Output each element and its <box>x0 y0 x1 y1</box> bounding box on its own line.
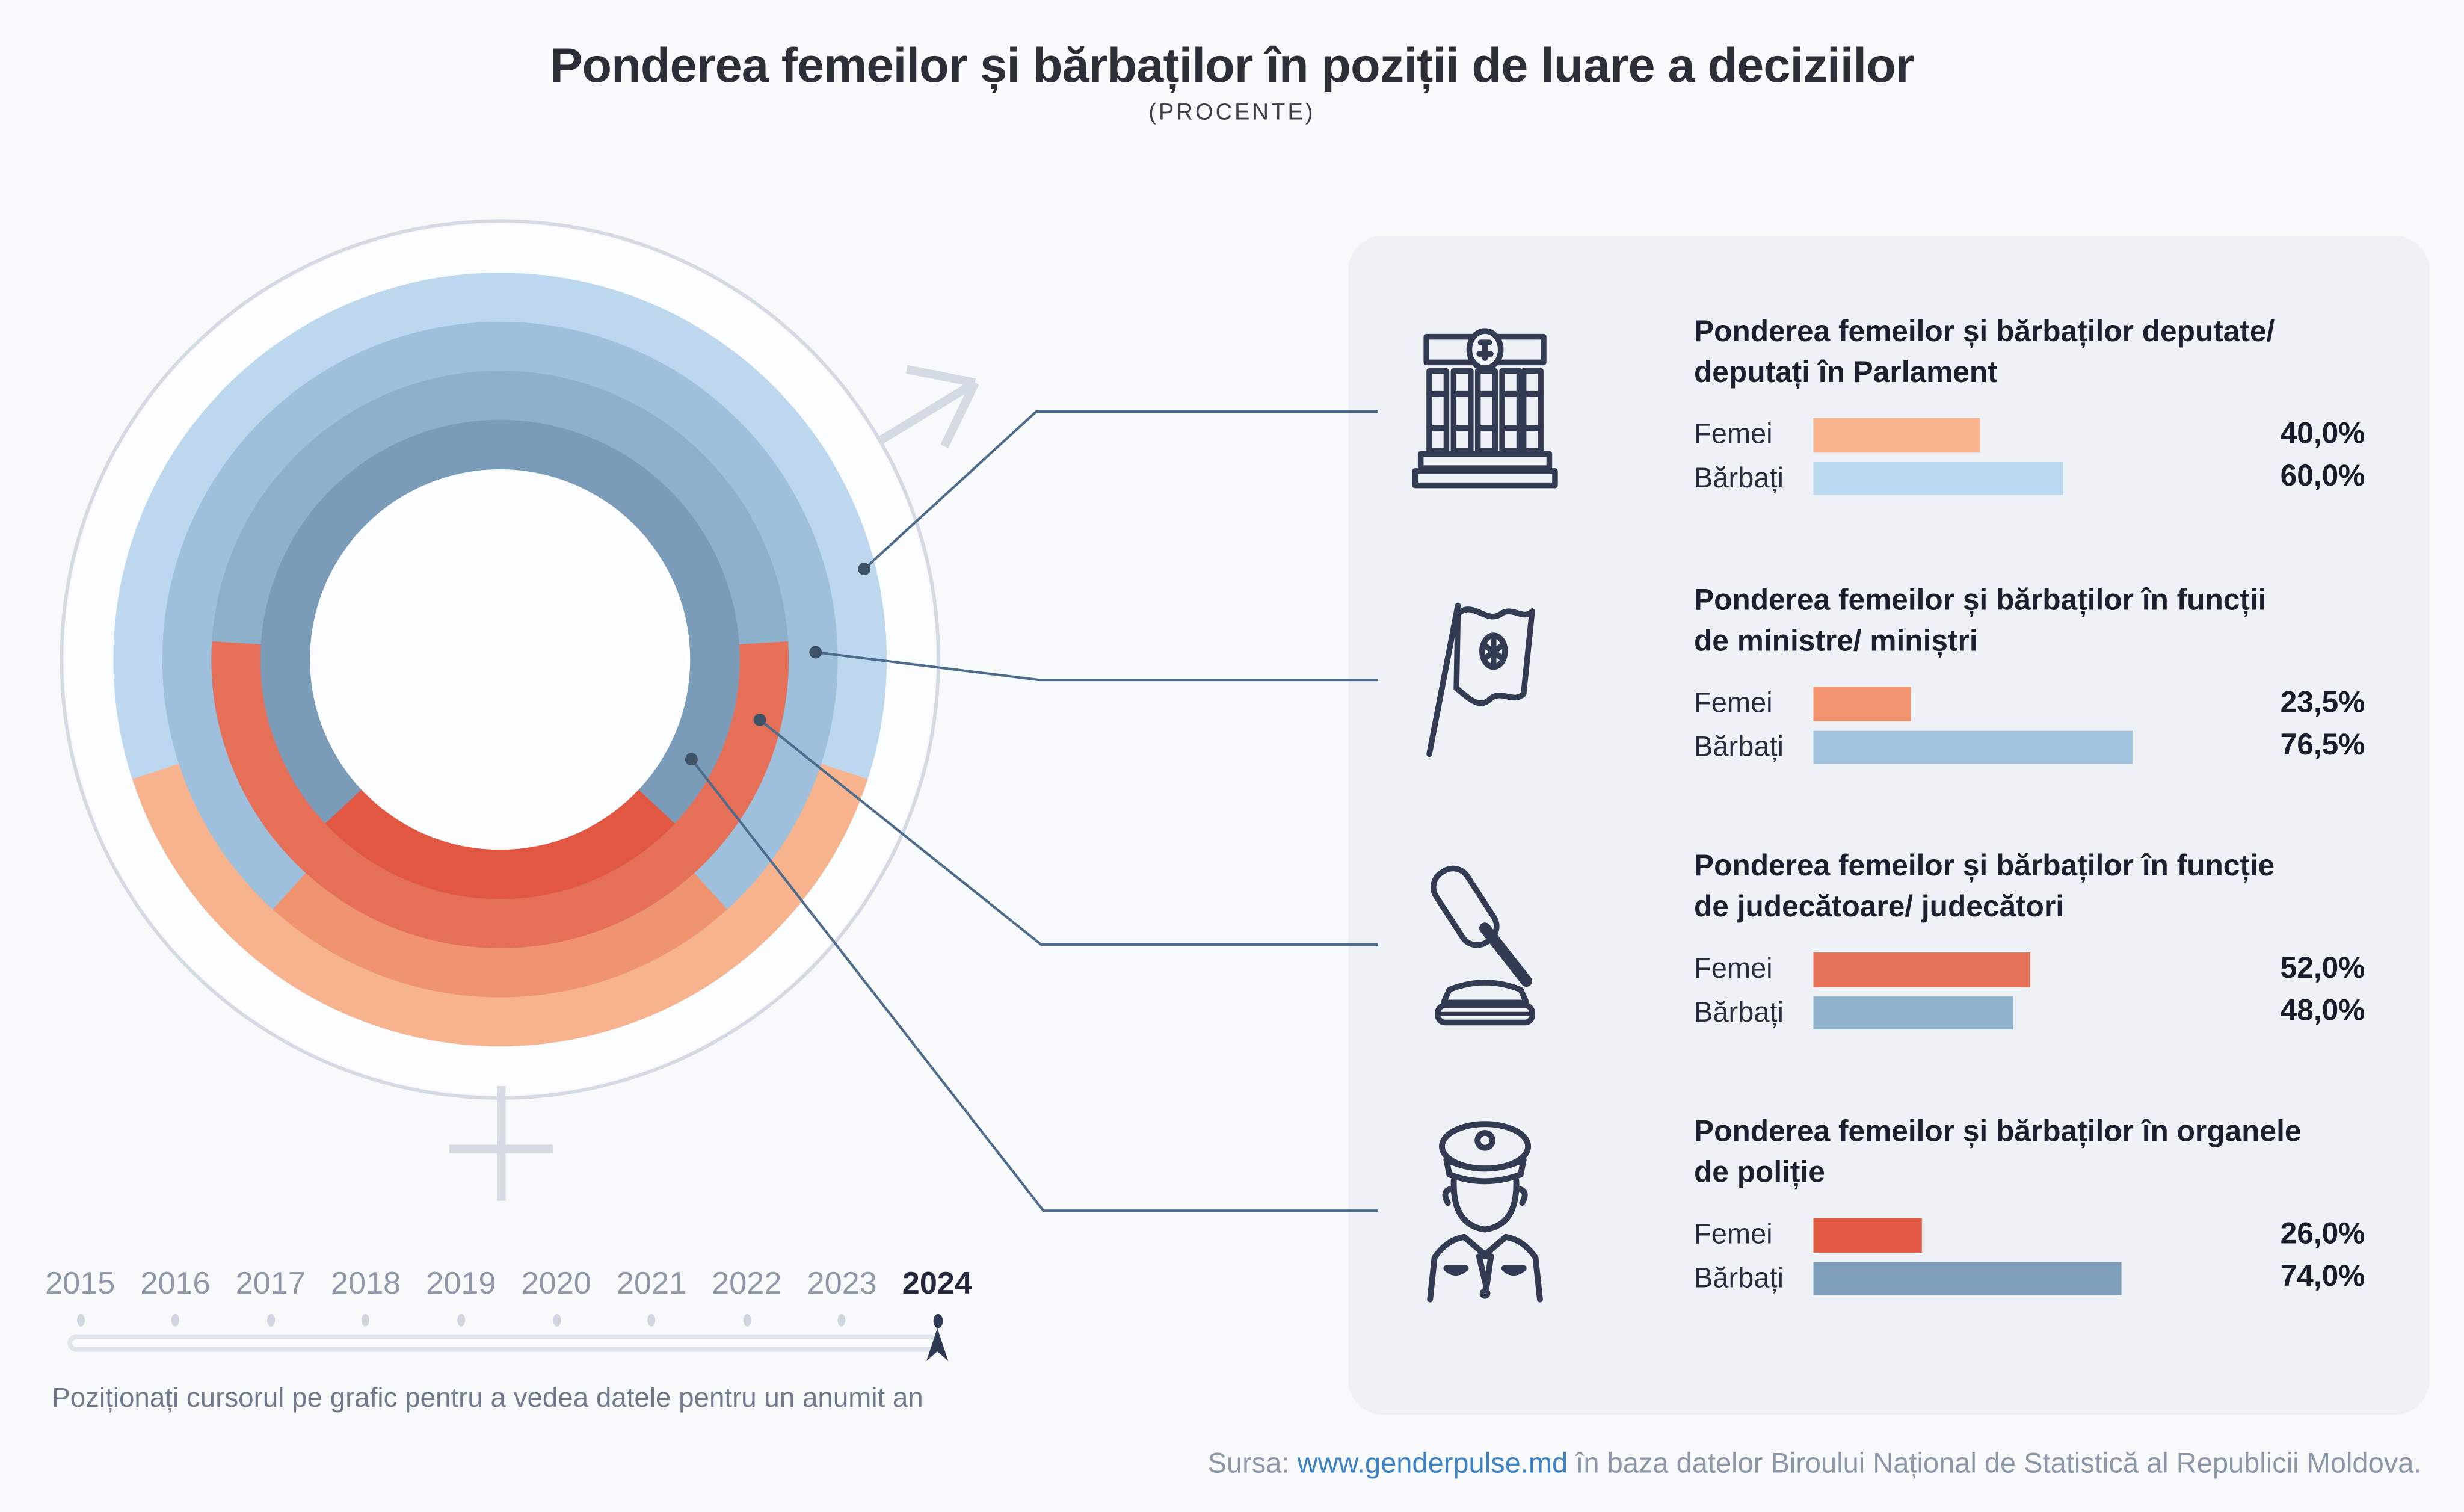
parliament-building-icon <box>1394 316 1574 504</box>
section-parliament: Ponderea femeilor și bărbaților deputate… <box>1348 300 2429 520</box>
men-label: Bărbați <box>1693 461 1784 493</box>
men-value: 48,0% <box>2280 995 2365 1029</box>
timeline-slider-groove <box>72 1338 934 1347</box>
men-bar <box>1813 461 2063 495</box>
timeline-dot-2018[interactable] <box>362 1313 370 1327</box>
bars: Femei 40,0% Bărbați 60,0% <box>1694 418 2365 495</box>
timeline-dot-2023[interactable] <box>838 1313 846 1327</box>
section-judges: Ponderea femeilor și bărbaților în funcț… <box>1348 835 2429 1055</box>
gavel-icon <box>1394 850 1574 1038</box>
bar-row-women: Femei 52,0% <box>1693 952 2365 987</box>
source-prefix: Sursa: <box>1207 1447 1290 1480</box>
year-2018[interactable]: 2018 <box>330 1267 401 1301</box>
timeline-dot-2017[interactable] <box>266 1313 275 1327</box>
women-bar <box>1813 418 1980 452</box>
bar-row-men: Bărbați 76,5% <box>1694 730 2365 764</box>
year-2024[interactable]: 2024 <box>902 1267 973 1301</box>
slider-hint: Poziționați cursorul pe grafic pentru a … <box>52 1381 923 1413</box>
source-suffix: în baza datelor Biroului Național de Sta… <box>1575 1447 2422 1480</box>
page-subtitle: (PROCENTE) <box>1148 100 1316 126</box>
year-2015[interactable]: 2015 <box>45 1267 116 1301</box>
year-2020[interactable]: 2020 <box>521 1267 591 1301</box>
men-bar <box>1813 995 2013 1030</box>
timeline-dot-2020[interactable] <box>552 1313 561 1327</box>
timeline-dot-2022[interactable] <box>742 1313 751 1327</box>
moldova-flag-icon <box>1394 585 1574 773</box>
bar-row-women: Femei 26,0% <box>1693 1217 2365 1252</box>
men-value: 60,0% <box>2280 461 2365 494</box>
timeline-dot-2021[interactable] <box>647 1313 656 1327</box>
women-label: Femei <box>1693 687 1773 719</box>
men-value: 76,5% <box>2280 729 2365 763</box>
year-2016[interactable]: 2016 <box>140 1267 211 1301</box>
page-title: Ponderea femeilor și bărbaților în poziț… <box>550 37 1914 93</box>
women-value: 26,0% <box>2280 1217 2365 1251</box>
year-2019[interactable]: 2019 <box>426 1267 496 1301</box>
year-2023[interactable]: 2023 <box>807 1267 877 1301</box>
year-2021[interactable]: 2021 <box>616 1267 687 1301</box>
section-title: Ponderea femeilor și bărbaților în funcț… <box>1693 850 2275 924</box>
men-label: Bărbați <box>1693 1261 1784 1294</box>
timeline-slider-track[interactable] <box>67 1334 938 1352</box>
men-value: 74,0% <box>2280 1261 2365 1294</box>
bar-row-women: Femei 40,0% <box>1694 418 2365 452</box>
men-bar <box>1813 730 2133 764</box>
section-title: Ponderea femeilor și bărbaților în organ… <box>1693 1115 2302 1190</box>
women-bar <box>1813 952 2030 987</box>
timeline-dot-2016[interactable] <box>171 1313 180 1327</box>
timeline-dot-2019[interactable] <box>457 1313 465 1327</box>
bars: Femei 52,0% Bărbați 48,0% <box>1693 952 2365 1030</box>
women-value: 52,0% <box>2280 952 2365 986</box>
women-label: Femei <box>1693 418 1773 450</box>
section-police: Ponderea femeilor și bărbaților în organ… <box>1348 1100 2429 1321</box>
bar-row-women: Femei 23,5% <box>1694 687 2365 721</box>
section-title: Ponderea femeilor și bărbaților în funcț… <box>1693 584 2267 659</box>
timeline-cursor[interactable] <box>926 1328 949 1362</box>
timeline-dot-2024[interactable] <box>933 1313 943 1328</box>
section-title: Ponderea femeilor și bărbaților deputate… <box>1693 316 2275 390</box>
timeline-dot-2015[interactable] <box>76 1313 84 1327</box>
women-label: Femei <box>1693 952 1773 984</box>
bars: Femei 26,0% Bărbați 74,0% <box>1694 1218 2365 1295</box>
bars: Femei 23,5% Bărbați 76,5% <box>1694 687 2365 764</box>
bar-row-men: Bărbați 60,0% <box>1694 461 2365 495</box>
men-label: Bărbați <box>1693 996 1784 1028</box>
details-panel: Ponderea femeilor și bărbaților deputate… <box>1348 235 2430 1415</box>
year-2022[interactable]: 2022 <box>712 1267 782 1301</box>
bar-row-men: Bărbați 48,0% <box>1693 995 2365 1030</box>
men-bar <box>1813 1261 2122 1295</box>
women-label: Femei <box>1693 1218 1773 1250</box>
year-2017[interactable]: 2017 <box>235 1267 306 1301</box>
bar-row-men: Bărbați 74,0% <box>1694 1261 2365 1295</box>
men-label: Bărbați <box>1693 730 1784 762</box>
women-bar <box>1813 687 1912 721</box>
source-link[interactable]: www.genderpulse.md <box>1297 1447 1568 1480</box>
women-value: 40,0% <box>2280 418 2365 451</box>
source-line: Sursa: www.genderpulse.md în baza datelo… <box>1208 1448 2422 1481</box>
police-officer-icon <box>1394 1116 1574 1304</box>
section-ministers: Ponderea femeilor și bărbaților în funcț… <box>1348 569 2429 789</box>
women-value: 23,5% <box>2280 686 2365 720</box>
women-bar <box>1813 1218 1922 1252</box>
